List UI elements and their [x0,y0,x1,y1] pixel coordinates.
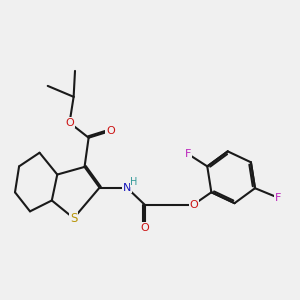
Text: N: N [123,183,131,193]
Text: O: O [65,118,74,128]
Text: O: O [140,223,149,233]
Text: H: H [130,177,138,187]
Text: S: S [70,212,77,225]
Text: O: O [189,200,198,209]
Text: O: O [106,126,115,136]
Text: F: F [185,149,191,159]
Text: F: F [275,193,281,203]
